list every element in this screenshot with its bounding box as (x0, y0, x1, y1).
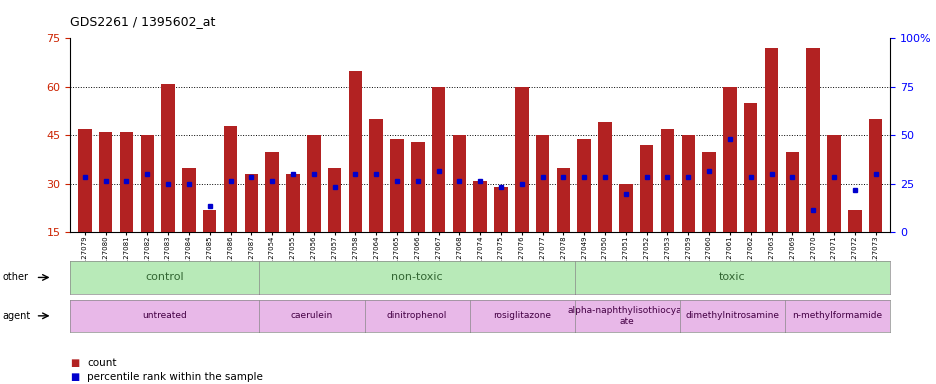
Bar (660, 129, 674, 281)
Text: percentile rank within the sample: percentile rank within the sample (87, 372, 263, 382)
Text: other: other (3, 272, 29, 283)
Bar (265, 152, 279, 281)
Text: toxic: toxic (719, 272, 745, 283)
Text: rosiglitazone: rosiglitazone (492, 311, 550, 320)
Bar (784, 152, 798, 281)
Text: n-methylformamide: n-methylformamide (792, 311, 882, 320)
Bar (431, 87, 445, 281)
Bar (723, 87, 736, 281)
Bar (140, 136, 154, 281)
Bar (328, 168, 341, 281)
Bar (764, 48, 778, 281)
Bar (78, 129, 92, 281)
Bar (702, 152, 715, 281)
Bar (806, 48, 819, 281)
Bar (515, 87, 528, 281)
Bar (473, 180, 487, 281)
Bar (556, 168, 570, 281)
Text: dinitrophenol: dinitrophenol (387, 311, 446, 320)
Bar (493, 187, 507, 281)
Bar (348, 71, 361, 281)
Text: non-toxic: non-toxic (391, 272, 443, 283)
Bar (389, 139, 403, 281)
Bar (369, 119, 383, 281)
Bar (743, 103, 756, 281)
Bar (847, 210, 860, 281)
Bar (452, 136, 466, 281)
Bar (535, 136, 548, 281)
Text: alpha-naphthylisothiocyan
ate: alpha-naphthylisothiocyan ate (566, 306, 687, 326)
Bar (868, 119, 882, 281)
Bar (161, 84, 175, 281)
Text: ■: ■ (70, 372, 80, 382)
Text: agent: agent (3, 311, 31, 321)
Bar (639, 145, 652, 281)
Bar (244, 174, 257, 281)
Text: control: control (145, 272, 184, 283)
Bar (99, 132, 112, 281)
Bar (619, 184, 632, 281)
Text: count: count (87, 358, 116, 368)
Text: ■: ■ (70, 358, 80, 368)
Text: untreated: untreated (142, 311, 187, 320)
Bar (203, 210, 216, 281)
Bar (285, 174, 300, 281)
Bar (598, 122, 611, 281)
Bar (680, 136, 695, 281)
Bar (411, 142, 424, 281)
Bar (307, 136, 320, 281)
Bar (224, 126, 237, 281)
Bar (577, 139, 591, 281)
Bar (826, 136, 840, 281)
Text: caerulein: caerulein (290, 311, 333, 320)
Bar (120, 132, 133, 281)
Text: GDS2261 / 1395602_at: GDS2261 / 1395602_at (70, 15, 215, 28)
Text: dimethylnitrosamine: dimethylnitrosamine (685, 311, 779, 320)
Bar (182, 168, 196, 281)
